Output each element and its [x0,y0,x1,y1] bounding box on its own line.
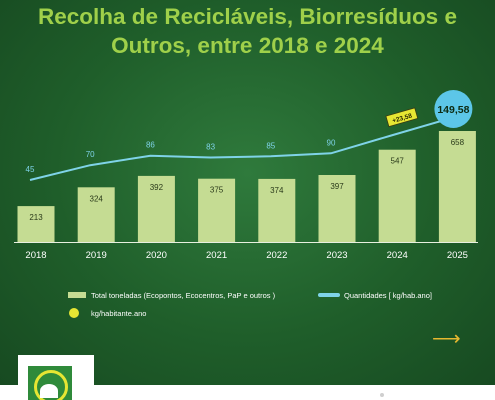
chart-bar-2023 [318,175,356,242]
legend-dot-label: kg/habitante.ano [91,309,147,318]
increase-badge-box [385,107,419,128]
line-point-label-2022: 85 [266,141,275,150]
bar-value-label-2020: 392 [150,183,164,192]
x-tick-label-2019: 2019 [86,250,107,261]
chart-bar-2019 [77,187,115,242]
bar-value-label-2025: 658 [451,138,465,147]
chart-bar-2018 [17,206,55,242]
legend-line-label: Quantidades [ kg/hab.ano] [344,291,432,300]
bar-value-label-2021: 375 [210,186,224,195]
logo-leaf [40,384,58,398]
x-tick-label-2025: 2025 [447,250,468,261]
chart-title: Recolha de Recicláveis, Biorresíduos e O… [0,2,495,60]
logo-ring [34,370,68,400]
chart-title-line1: Recolha de Recicláveis, Biorresíduos e [38,4,457,29]
line-point-label-2018: 45 [26,165,35,174]
line-point-label-2023: 90 [327,138,336,147]
chart-bar-2020 [137,175,175,242]
x-tick-label-2018: 2018 [25,250,46,261]
bar-value-label-2024: 547 [391,157,405,166]
footer-strip [0,385,495,400]
line-point-label-2020: 86 [146,141,155,150]
legend-dot-swatch [69,308,79,318]
x-tick-label-2020: 2020 [146,250,167,261]
highlight-value-label: 149,58 [437,104,469,116]
bar-value-label-2022: 374 [270,186,284,195]
footer-dot [380,393,384,397]
bar-value-label-2023: 397 [330,182,344,191]
arrow-right-icon[interactable]: ⟶ [432,328,461,350]
line-point-label-2021: 83 [206,143,215,152]
x-tick-label-2023: 2023 [326,250,347,261]
chart-plot: 213 324 392 375 374 397 547 658 2018 2019 2020 2021… [14,90,478,261]
chart-bar-2024 [378,149,416,242]
chart-bar-2021 [198,178,236,242]
legend-bar-swatch [68,292,86,298]
line-series-kg-hab [29,117,452,181]
municipal-logo [28,366,72,400]
x-tick-label-2022: 2022 [266,250,287,261]
chart-bar-2025 [438,131,476,242]
x-tick-label-2021: 2021 [206,250,227,261]
bar-value-label-2018: 213 [29,213,43,222]
chart-title-line2: Outros, entre 2018 e 2024 [111,33,384,58]
chart-bar-2022 [258,178,296,242]
legend-bar-label: Total toneladas (Ecopontos, Ecocentros, … [91,291,276,300]
increase-badge: +23,58 [385,107,419,128]
legend-line-swatch [318,293,340,297]
line-point-label-2019: 70 [86,150,95,159]
x-tick-label-2024: 2024 [387,250,408,261]
highlight-bubble [434,90,473,128]
bar-value-label-2019: 324 [90,194,104,203]
